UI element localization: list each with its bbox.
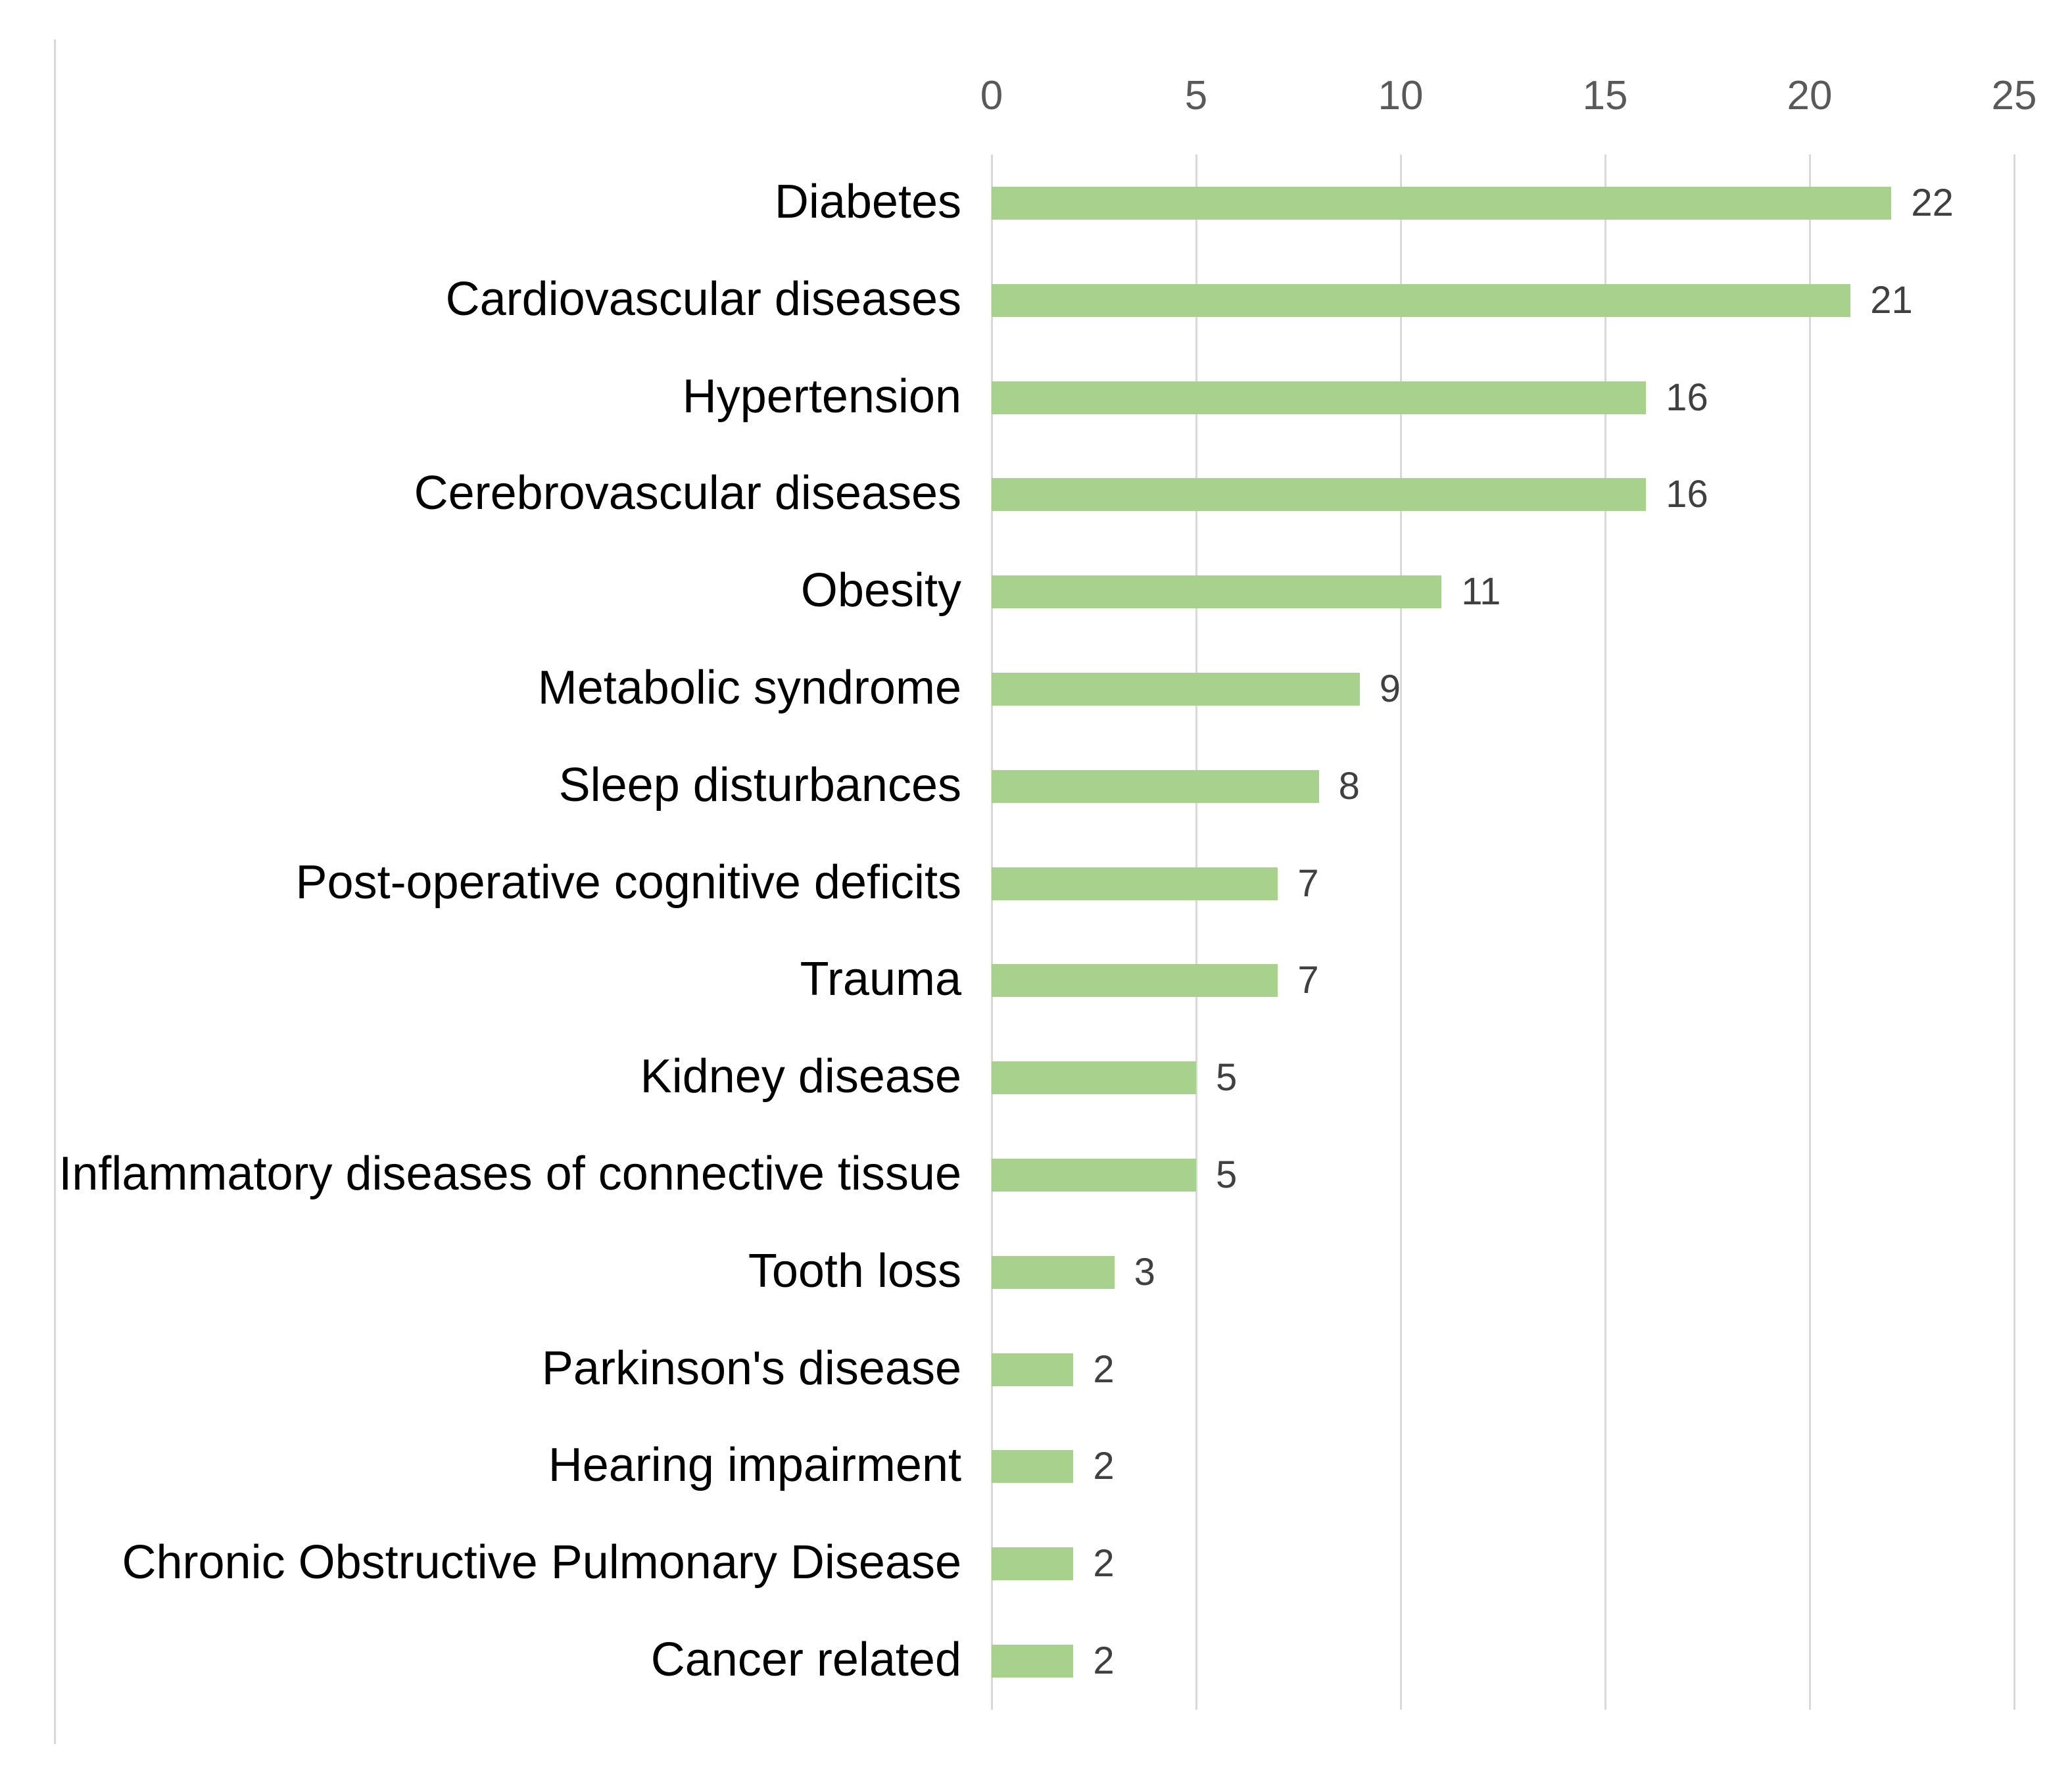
bar	[992, 867, 1278, 900]
bar	[992, 1547, 1074, 1581]
value-label: 2	[1093, 1445, 1115, 1488]
x-axis-tick-label: 15	[1582, 73, 1628, 118]
bar	[992, 1353, 1074, 1386]
value-label: 16	[1666, 375, 1708, 419]
value-label: 3	[1134, 1250, 1155, 1294]
bar	[992, 1061, 1196, 1095]
category-label: Post-operative cognitive deficits	[295, 856, 962, 909]
category-label: Cardiovascular diseases	[445, 272, 961, 326]
category-label: Inflammatory diseases of connective tiss…	[59, 1147, 961, 1200]
category-label: Chronic Obstructive Pulmonary Disease	[122, 1536, 962, 1589]
category-label: Diabetes	[774, 175, 961, 228]
bar	[992, 478, 1647, 512]
gridline	[1808, 155, 1811, 1710]
value-label: 21	[1870, 278, 1913, 322]
bar	[992, 964, 1278, 998]
bar	[992, 672, 1360, 706]
category-label: Trauma	[800, 953, 961, 1006]
bar	[992, 1450, 1074, 1484]
value-label: 2	[1093, 1639, 1115, 1683]
gridline	[2013, 155, 2015, 1710]
figure-left-border	[54, 39, 56, 1744]
gridline	[1195, 155, 1197, 1710]
value-label: 11	[1461, 570, 1501, 614]
x-axis-tick-label: 25	[1991, 73, 2037, 118]
value-label: 8	[1338, 764, 1360, 808]
value-label: 2	[1093, 1542, 1115, 1585]
gridline	[1399, 155, 1402, 1710]
bar	[992, 1159, 1196, 1192]
value-label: 5	[1216, 1153, 1238, 1197]
category-label: Parkinson's disease	[541, 1342, 961, 1395]
value-label: 5	[1216, 1056, 1238, 1100]
value-label: 16	[1666, 473, 1708, 516]
bar	[992, 575, 1442, 609]
bar	[992, 186, 1892, 220]
category-label: Tooth loss	[748, 1244, 961, 1297]
category-label: Obesity	[800, 564, 961, 617]
value-label: 22	[1911, 181, 1954, 225]
value-label: 2	[1093, 1347, 1115, 1391]
bar	[992, 381, 1647, 414]
gridline	[1604, 155, 1606, 1710]
category-label: Hearing impairment	[548, 1439, 961, 1492]
bar	[992, 1255, 1115, 1289]
x-axis-tick-label: 20	[1787, 73, 1833, 118]
category-label: Hypertension	[682, 370, 961, 423]
bar	[992, 1645, 1074, 1678]
x-axis-tick-label: 10	[1378, 73, 1424, 118]
value-label: 7	[1297, 861, 1319, 905]
bar	[992, 283, 1851, 317]
value-label: 7	[1297, 959, 1319, 1002]
category-label: Kidney disease	[640, 1050, 961, 1103]
category-label: Cerebrovascular diseases	[414, 467, 961, 520]
value-label: 9	[1379, 667, 1401, 711]
category-label: Cancer related	[650, 1633, 961, 1686]
x-axis-tick-label: 5	[1184, 73, 1208, 118]
bar	[992, 769, 1319, 803]
x-axis-tick-label: 0	[980, 73, 1003, 118]
category-label: Sleep disturbances	[558, 758, 961, 811]
gridline	[990, 155, 993, 1710]
category-label: Metabolic syndrome	[537, 661, 961, 714]
